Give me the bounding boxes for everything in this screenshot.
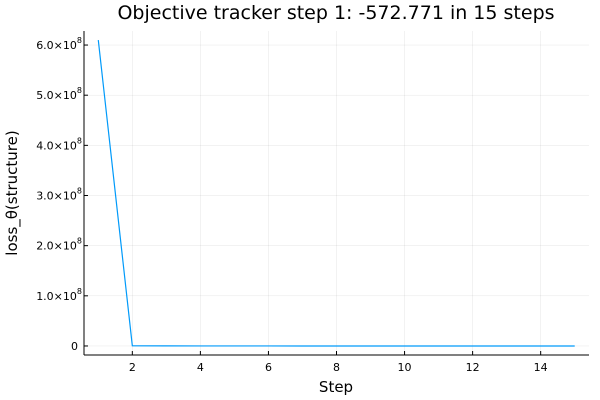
y-ticks: 01.0×1082.0×1083.0×1084.0×1085.0×1086.0×…: [36, 36, 88, 353]
x-tick-label: 10: [398, 361, 412, 374]
y-tick-label-base: 6.0×10: [36, 39, 77, 52]
x-tick-label: 12: [466, 361, 480, 374]
y-tick-label-base: 4.0×10: [36, 139, 77, 152]
y-tick-label: 1.0×108: [36, 287, 82, 303]
grid-lines: [84, 31, 589, 355]
y-tick-label-exponent: 8: [77, 187, 82, 196]
series-group: [97, 39, 575, 347]
y-tick-label-base: 2.0×10: [36, 240, 77, 253]
x-tick-label: 4: [197, 361, 204, 374]
x-tick-label: 8: [333, 361, 340, 374]
x-tick-label: 14: [534, 361, 548, 374]
y-tick-label: 5.0×108: [36, 86, 82, 102]
y-axis-label: loss_θ(structure): [3, 130, 22, 255]
y-tick-label: 6.0×108: [36, 36, 82, 52]
y-tick-label-base: 3.0×10: [36, 190, 77, 203]
y-tick-label-exponent: 8: [77, 237, 82, 246]
x-ticks: 2 4 6 8 10 12 14: [129, 351, 548, 374]
y-tick-label: 4.0×108: [36, 136, 82, 152]
series-line: [97, 39, 575, 347]
y-tick-label-exponent: 8: [77, 36, 82, 45]
y-tick-label-base: 0: [71, 340, 78, 353]
y-tick-label: 2.0×108: [36, 237, 82, 253]
y-tick-label: 3.0×108: [36, 187, 82, 203]
x-axis-label: Step: [319, 378, 353, 396]
x-tick-label: 2: [129, 361, 136, 374]
y-tick-label-exponent: 8: [77, 136, 82, 145]
chart-title: Objective tracker step 1: -572.771 in 15…: [117, 2, 554, 24]
y-tick-label-exponent: 8: [77, 287, 82, 296]
y-tick-label-base: 1.0×10: [36, 290, 77, 303]
y-tick-label-exponent: 8: [77, 86, 82, 95]
x-tick-label: 6: [265, 361, 272, 374]
y-tick-label: 0: [71, 340, 78, 353]
y-tick-label-base: 5.0×10: [36, 89, 77, 102]
